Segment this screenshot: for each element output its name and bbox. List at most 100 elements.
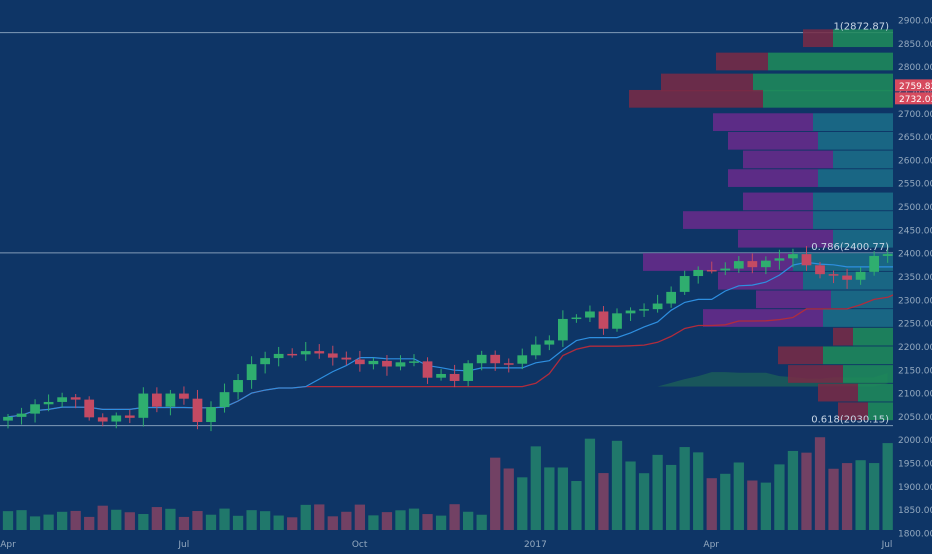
price-tick-label: 2600.00	[898, 156, 932, 166]
volume-bar	[354, 504, 366, 530]
moving-average-lines	[7, 260, 932, 418]
candle-body	[788, 254, 798, 259]
candle-body	[192, 398, 203, 423]
volume-bar	[571, 481, 582, 530]
profile-up-18	[858, 383, 893, 402]
volume-bar	[625, 461, 636, 530]
volume-bar	[679, 447, 690, 530]
candle-body	[233, 380, 243, 393]
candle-body	[679, 276, 690, 292]
profile-down-10	[738, 229, 833, 248]
price-tick-label: 2200.00	[898, 343, 932, 353]
candle-body	[842, 275, 852, 280]
candle-body	[246, 364, 257, 381]
candle-body	[503, 363, 514, 365]
candle-body	[84, 399, 95, 418]
volume-bar	[774, 464, 785, 530]
volume-bar	[111, 509, 122, 530]
cloud-area	[359, 372, 888, 417]
volume-bar	[841, 463, 853, 530]
candlesticks	[3, 240, 932, 432]
volume-bar	[205, 514, 217, 530]
candle-body	[517, 355, 528, 364]
price-tick-label: 2300.00	[898, 296, 932, 306]
volume-bar	[97, 505, 108, 530]
time-tick-label: Oct	[352, 540, 368, 550]
candle-body	[341, 357, 352, 360]
candle-body	[463, 363, 474, 381]
volume-bar	[611, 440, 623, 530]
level-labels: 1(2872.87) 0.786(2400.77) 0.618(2030.15)	[811, 22, 889, 426]
candle-body	[260, 358, 271, 365]
time-axis: AprJulOct2017AprJulOct2018AprJulOct2019M…	[0, 540, 892, 550]
profile-down-5	[728, 131, 818, 150]
candle-body	[327, 353, 338, 358]
price-tick-label: 2500.00	[898, 203, 932, 213]
volume-bar	[178, 516, 190, 530]
candle-body	[354, 359, 365, 365]
volume-bar	[314, 504, 325, 530]
profile-up-5	[818, 131, 893, 150]
candle-body	[882, 254, 893, 256]
fib-label-0: 1(2872.87)	[833, 22, 889, 33]
price-tick-label: 1900.00	[898, 483, 932, 493]
volume-bar	[56, 511, 68, 530]
volume-bar	[381, 512, 393, 530]
volume-bar	[801, 452, 812, 530]
volume-bar	[368, 515, 379, 530]
candle-body	[761, 260, 771, 268]
price-badge-1	[895, 92, 932, 105]
price-tick-label: 2800.00	[898, 63, 932, 73]
volume-bar	[273, 515, 284, 530]
profile-up-15	[853, 327, 893, 346]
candle-body	[639, 309, 649, 311]
candle-body	[612, 313, 622, 329]
candle-body	[706, 269, 717, 272]
price-badge-label: 2732.03	[899, 95, 932, 105]
candle-body	[598, 311, 609, 329]
candle-body	[422, 361, 433, 378]
volume-bar	[490, 457, 501, 530]
volume-bar	[598, 473, 609, 530]
volume-bar	[517, 477, 528, 530]
price-tick-label: 2400.00	[898, 250, 932, 260]
volume-bar	[2, 511, 14, 530]
price-tick-label: 2550.00	[898, 180, 932, 190]
price-axis: 1800.00 1850.00 1900.00 1950.00 2000.00 2050.…	[893, 0, 932, 550]
price-tick-label: 2150.00	[898, 366, 932, 376]
profile-up-17	[843, 365, 893, 383]
profile-up-19	[868, 402, 893, 421]
time-tick-label: Apr	[0, 540, 16, 550]
volume-bar	[43, 514, 54, 530]
candle-body	[300, 351, 311, 355]
volume-bar	[652, 454, 663, 530]
profile-down-6	[743, 150, 833, 169]
candle-body	[476, 354, 487, 364]
candle-body	[801, 254, 812, 266]
candle-body	[287, 353, 298, 356]
time-tick-label: Apr	[703, 540, 719, 550]
volume-bar	[855, 460, 866, 530]
profile-down-2	[661, 73, 753, 92]
candle-body	[733, 261, 744, 269]
price-tick-label: 1850.00	[898, 506, 932, 516]
profile-down-17	[788, 365, 843, 383]
volume-bar	[422, 514, 433, 530]
volume-bar	[259, 511, 271, 530]
candle-body	[43, 401, 54, 405]
volume-bar	[29, 516, 41, 530]
profile-up-16	[823, 346, 893, 365]
price-tick-label: 2650.00	[898, 133, 932, 143]
volume-bar	[16, 510, 27, 530]
candle-body	[828, 274, 839, 276]
profile-down-4	[713, 113, 813, 131]
profile-down-8	[743, 192, 813, 211]
volume-bar	[327, 516, 338, 530]
candle-body	[16, 413, 27, 417]
volume-bar	[733, 462, 744, 530]
profile-down-3	[629, 89, 763, 108]
candle-body	[869, 255, 880, 272]
volume-bar	[165, 508, 176, 530]
